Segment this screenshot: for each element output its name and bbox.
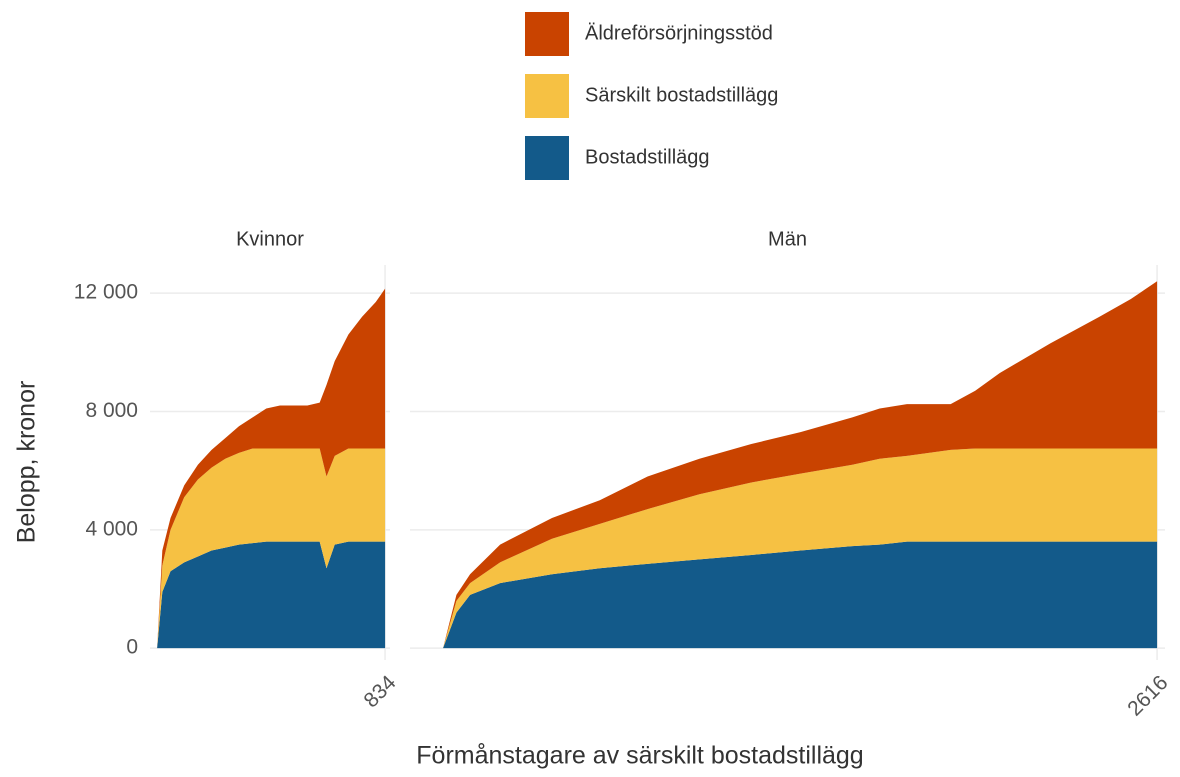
- area: [157, 541, 386, 649]
- x-tick-label: 834: [359, 671, 400, 712]
- legend-swatch: [525, 74, 569, 118]
- area: [157, 288, 386, 649]
- y-tick-label: 4 000: [85, 517, 138, 540]
- facet-title: Kvinnor: [236, 228, 304, 250]
- area: [157, 448, 386, 649]
- legend-label: Äldreförsörjningsstöd: [585, 22, 773, 44]
- legend-label: Särskilt bostadstillägg: [585, 84, 778, 106]
- area: [443, 448, 1158, 649]
- area: [443, 281, 1158, 649]
- x-axis-title: Förmånstagare av särskilt bostadstillägg: [416, 742, 863, 770]
- x-tick-label: 2616: [1123, 671, 1172, 720]
- y-tick-label: 12 000: [74, 281, 138, 304]
- y-tick-label: 0: [126, 636, 138, 659]
- facet-title: Män: [768, 228, 807, 250]
- legend-label: Bostadstillägg: [585, 146, 710, 168]
- area: [443, 541, 1158, 649]
- legend-swatch: [525, 12, 569, 56]
- legend-swatch: [525, 136, 569, 180]
- y-axis-title: Belopp, kronor: [13, 381, 41, 544]
- y-tick-label: 8 000: [85, 399, 138, 422]
